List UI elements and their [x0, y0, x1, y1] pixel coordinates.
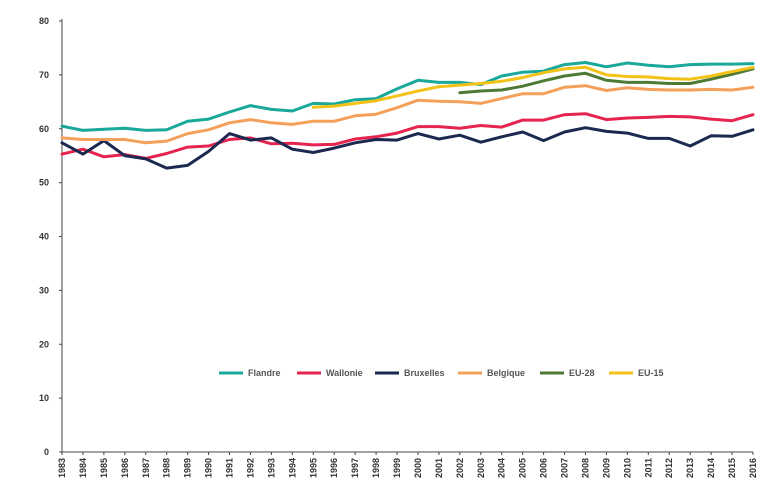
x-tick-label: 2002 [455, 458, 465, 478]
x-tick-label: 2012 [664, 458, 674, 478]
x-tick-label: 2008 [580, 458, 590, 478]
x-tick-label: 2014 [706, 458, 716, 478]
x-tick-label: 1988 [162, 458, 172, 478]
x-tick-label: 1985 [99, 458, 109, 478]
x-tick-label: 2001 [434, 458, 444, 478]
y-tick-label: 10 [39, 393, 49, 403]
legend-label-wallonie: Wallonie [326, 368, 363, 378]
x-tick-label: 1991 [225, 458, 235, 478]
x-tick-label: 1984 [78, 458, 88, 478]
y-tick-label: 50 [39, 178, 49, 188]
y-tick-label: 30 [39, 285, 49, 295]
x-axis-ticks: 1983 1984 1985 1986 1987 1988 1989 1990 1991 1992… [57, 452, 758, 478]
series-line-wallonie [60, 112, 755, 160]
x-tick-label: 1994 [287, 458, 297, 478]
series-line-eu-15 [311, 65, 755, 109]
y-axis-ticks: 0 10 20 30 40 50 60 70 80 [39, 16, 62, 457]
legend-label-flandre: Flandre [248, 368, 281, 378]
x-tick-label: 1998 [371, 458, 381, 478]
y-tick-label: 70 [39, 70, 49, 80]
x-tick-label: 2016 [748, 458, 758, 478]
legend-label-eu-15: EU-15 [638, 368, 664, 378]
x-tick-label: 2005 [518, 458, 528, 478]
legend-label-belgique: Belgique [487, 368, 525, 378]
y-tick-label: 60 [39, 124, 49, 134]
x-tick-label: 1987 [141, 458, 151, 478]
series-line-bruxelles [60, 126, 755, 170]
y-tick-label: 80 [39, 16, 49, 26]
series-lines [60, 61, 755, 170]
x-tick-label: 1999 [392, 458, 402, 478]
x-tick-label: 2003 [476, 458, 486, 478]
legend-label-bruxelles: Bruxelles [404, 368, 445, 378]
x-tick-label: 2007 [560, 458, 570, 478]
x-tick-label: 1996 [329, 458, 339, 478]
y-tick-label: 40 [39, 232, 49, 242]
x-tick-label: 1990 [204, 458, 214, 478]
y-tick-label: 20 [39, 339, 49, 349]
x-tick-label: 1983 [57, 458, 67, 478]
x-tick-label: 2000 [413, 458, 423, 478]
x-tick-label: 2015 [727, 458, 737, 478]
x-tick-label: 1993 [266, 458, 276, 478]
x-tick-label: 1986 [120, 458, 130, 478]
x-tick-label: 2006 [539, 458, 549, 478]
legend-label-eu-28: EU-28 [569, 368, 595, 378]
x-tick-label: 1995 [308, 458, 318, 478]
x-tick-label: 2013 [685, 458, 695, 478]
x-tick-label: 2011 [643, 458, 653, 478]
legend: Flandre Wallonie Bruxelles Belgique EU-28 EU-… [219, 368, 664, 378]
x-tick-label: 2009 [601, 458, 611, 478]
x-tick-label: 1992 [245, 458, 255, 478]
y-tick-label: 0 [44, 447, 49, 457]
x-tick-label: 1997 [350, 458, 360, 478]
x-tick-label: 2010 [622, 458, 632, 478]
series-line-belgique [60, 84, 755, 145]
axes [61, 19, 753, 453]
x-tick-label: 1989 [183, 458, 193, 478]
series-line-flandre [60, 61, 755, 132]
x-tick-label: 2004 [497, 458, 507, 478]
series-line-eu-28 [458, 67, 755, 95]
